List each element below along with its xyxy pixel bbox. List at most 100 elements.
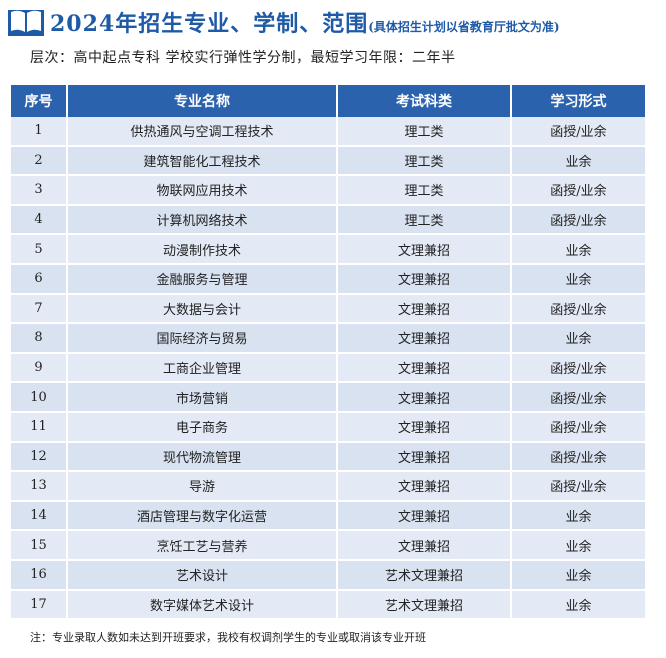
cell-major-name: 计算机网络技术: [67, 204, 338, 236]
cell-exam-category: 理工类: [337, 175, 512, 206]
table-row: 9 工商企业管理 文理兼招 函授/业余: [11, 352, 645, 384]
cell-index: 9: [11, 352, 68, 384]
table-row: 13 导游 文理兼招 函授/业余: [11, 471, 645, 502]
cell-study-mode: 函授/业余: [511, 411, 645, 443]
cell-study-mode: 函授/业余: [511, 382, 645, 413]
cell-exam-category: 艺术文理兼招: [337, 589, 512, 621]
table-row: 8 国际经济与贸易 文理兼招 业余: [11, 323, 645, 354]
cell-major-name: 酒店管理与数字化运营: [67, 500, 338, 532]
cell-exam-category: 理工类: [337, 117, 512, 147]
cell-index: 15: [11, 530, 68, 561]
cell-exam-category: 理工类: [337, 145, 512, 177]
cell-major-name: 数字媒体艺术设计: [67, 589, 338, 621]
cell-exam-category: 文理兼招: [337, 234, 512, 265]
cell-index: 17: [11, 589, 68, 621]
title-main: 2024年招生专业、学制、范围: [50, 11, 369, 37]
cell-study-mode: 函授/业余: [511, 117, 645, 147]
cell-exam-category: 文理兼招: [337, 263, 512, 295]
table-row: 6 金融服务与管理 文理兼招 业余: [11, 263, 645, 295]
cell-major-name: 动漫制作技术: [67, 234, 338, 265]
column-header-major: 专业名称: [67, 85, 338, 117]
table-row: 17 数字媒体艺术设计 艺术文理兼招 业余: [11, 589, 645, 621]
cell-study-mode: 函授/业余: [511, 441, 645, 473]
cell-major-name: 金融服务与管理: [67, 263, 338, 295]
title-note: (具体招生计划以省教育厅批文为准): [368, 20, 560, 34]
cell-exam-category: 文理兼招: [337, 411, 512, 443]
cell-index: 5: [11, 234, 68, 265]
cell-exam-category: 文理兼招: [337, 352, 512, 384]
cell-exam-category: 文理兼招: [337, 530, 512, 561]
table-body: 1 供热通风与空调工程技术 理工类 函授/业余 2 建筑智能化工程技术 理工类 业余 3 物联网应…: [11, 117, 645, 621]
cell-major-name: 电子商务: [67, 411, 338, 443]
cell-study-mode: 业余: [511, 263, 645, 295]
table-row: 15 烹饪工艺与营养 文理兼招 业余: [11, 530, 645, 561]
cell-major-name: 艺术设计: [67, 559, 338, 591]
cell-exam-category: 文理兼招: [337, 441, 512, 473]
cell-study-mode: 函授/业余: [511, 352, 645, 384]
cell-exam-category: 文理兼招: [337, 323, 512, 354]
cell-study-mode: 业余: [511, 323, 645, 354]
cell-index: 4: [11, 204, 68, 236]
table-row: 16 艺术设计 艺术文理兼招 业余: [11, 559, 645, 591]
cell-major-name: 物联网应用技术: [67, 175, 338, 206]
table-row: 5 动漫制作技术 文理兼招 业余: [11, 234, 645, 265]
cell-index: 16: [11, 559, 68, 591]
cell-study-mode: 业余: [511, 234, 645, 265]
table-row: 2 建筑智能化工程技术 理工类 业余: [11, 145, 645, 177]
cell-study-mode: 函授/业余: [511, 471, 645, 502]
cell-study-mode: 业余: [511, 145, 645, 177]
cell-index: 3: [11, 175, 68, 206]
table-row: 4 计算机网络技术 理工类 函授/业余: [11, 204, 645, 236]
column-header-study-mode: 学习形式: [511, 85, 645, 117]
cell-index: 1: [11, 117, 68, 147]
cell-study-mode: 函授/业余: [511, 293, 645, 325]
subtitle: 层次：高中起点专科 学校实行弹性学分制，最短学习年限：二年半: [30, 50, 456, 66]
cell-study-mode: 业余: [511, 500, 645, 532]
cell-index: 11: [11, 411, 68, 443]
cell-major-name: 市场营销: [67, 382, 338, 413]
cell-major-name: 导游: [67, 471, 338, 502]
cell-exam-category: 文理兼招: [337, 382, 512, 413]
cell-exam-category: 文理兼招: [337, 500, 512, 532]
column-header-index: 序号: [11, 85, 68, 117]
table-header-row: 序号 专业名称 考试科类 学习形式: [11, 85, 645, 117]
cell-study-mode: 业余: [511, 589, 645, 621]
cell-index: 8: [11, 323, 68, 354]
page-title: 2024年招生专业、学制、范围(具体招生计划以省教育厅批文为准): [50, 6, 560, 38]
cell-index: 2: [11, 145, 68, 177]
cell-index: 13: [11, 471, 68, 502]
page-header: 2024年招生专业、学制、范围(具体招生计划以省教育厅批文为准) 层次：高中起点…: [0, 0, 666, 76]
cell-exam-category: 文理兼招: [337, 293, 512, 325]
open-book-icon: [8, 10, 44, 36]
footnote: 注：专业录取人数如未达到开班要求，我校有权调剂学生的专业或取消该专业开班: [30, 631, 426, 644]
table-row: 14 酒店管理与数字化运营 文理兼招 业余: [11, 500, 645, 532]
cell-exam-category: 艺术文理兼招: [337, 559, 512, 591]
column-header-exam-category: 考试科类: [337, 85, 512, 117]
majors-table: 序号 专业名称 考试科类 学习形式 1 供热通风与空调工程技术 理工类 函授/业余 2 建…: [11, 85, 645, 621]
cell-index: 12: [11, 441, 68, 473]
cell-index: 14: [11, 500, 68, 532]
majors-table-container: 序号 专业名称 考试科类 学习形式 1 供热通风与空调工程技术 理工类 函授/业余 2 建…: [11, 85, 645, 621]
cell-study-mode: 函授/业余: [511, 204, 645, 236]
cell-major-name: 建筑智能化工程技术: [67, 145, 338, 177]
cell-index: 7: [11, 293, 68, 325]
cell-major-name: 大数据与会计: [67, 293, 338, 325]
table-row: 12 现代物流管理 文理兼招 函授/业余: [11, 441, 645, 473]
table-row: 3 物联网应用技术 理工类 函授/业余: [11, 175, 645, 206]
cell-major-name: 现代物流管理: [67, 441, 338, 473]
table-row: 1 供热通风与空调工程技术 理工类 函授/业余: [11, 117, 645, 147]
cell-exam-category: 文理兼招: [337, 471, 512, 502]
cell-study-mode: 函授/业余: [511, 175, 645, 206]
cell-study-mode: 业余: [511, 559, 645, 591]
cell-major-name: 烹饪工艺与营养: [67, 530, 338, 561]
cell-major-name: 供热通风与空调工程技术: [67, 117, 338, 147]
cell-study-mode: 业余: [511, 530, 645, 561]
cell-index: 10: [11, 382, 68, 413]
cell-major-name: 工商企业管理: [67, 352, 338, 384]
table-row: 10 市场营销 文理兼招 函授/业余: [11, 382, 645, 413]
cell-index: 6: [11, 263, 68, 295]
table-row: 7 大数据与会计 文理兼招 函授/业余: [11, 293, 645, 325]
table-row: 11 电子商务 文理兼招 函授/业余: [11, 411, 645, 443]
cell-exam-category: 理工类: [337, 204, 512, 236]
cell-major-name: 国际经济与贸易: [67, 323, 338, 354]
